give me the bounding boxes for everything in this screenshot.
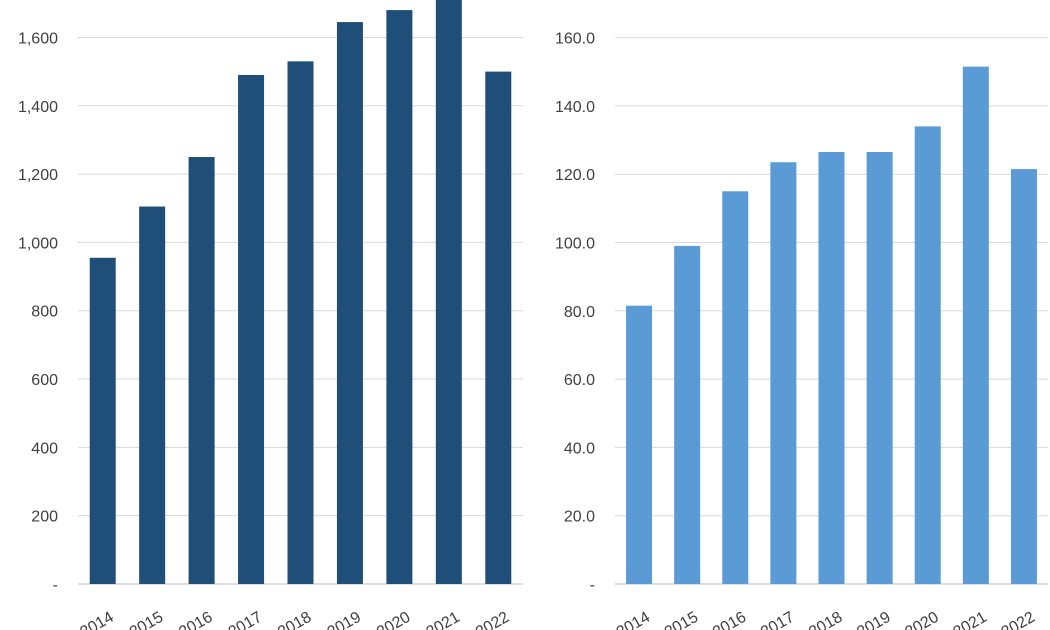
y-tick-label: - [53,577,58,594]
bar [287,61,314,585]
y-tick-label: 80.0 [564,304,595,321]
bar [336,22,363,585]
x-tick-label: 2019 [325,609,364,630]
x-tick-label: 2019 [854,609,893,630]
x-tick-label: 2017 [226,609,265,630]
y-tick-label: - [590,577,595,594]
y-tick-label: 1,400 [18,99,58,116]
y-tick-label: 100.0 [555,236,595,253]
x-tick-label: 2015 [127,609,166,630]
bar [435,0,462,584]
x-tick-label: 2022 [999,609,1038,630]
bar [89,257,116,584]
y-tick-label: 1,200 [18,167,58,184]
x-tick-label: 2020 [902,609,941,630]
bar [386,10,413,584]
x-tick-label: 2016 [710,609,749,630]
y-tick-label: 400 [31,440,58,457]
x-tick-label: 2018 [806,609,845,630]
bar [188,157,215,584]
bar [485,71,512,585]
y-tick-label: 1,000 [18,235,58,252]
bar [770,162,797,584]
x-tick-label: 2014 [614,609,653,630]
y-tick-label: 40.0 [564,440,595,457]
y-tick-label: 120.0 [555,167,595,184]
x-tick-label: 2017 [758,609,797,630]
y-tick-label: 20.0 [564,509,595,526]
x-tick-label: 2020 [374,609,413,630]
y-tick-label: 800 [31,304,58,321]
bar [914,126,941,584]
bar [866,152,893,584]
bar [674,245,701,585]
bar [626,305,653,584]
bar [722,191,749,584]
x-tick-label: 2022 [473,609,512,630]
y-tick-label: 1,600 [18,30,58,47]
x-tick-label: 2016 [176,609,215,630]
x-tick-label: 2021 [424,609,463,630]
bar [238,75,265,585]
y-tick-label: 200 [31,509,58,526]
x-tick-label: 2021 [951,609,990,630]
bar [962,66,989,584]
y-tick-label: 160.0 [555,31,595,48]
y-tick-label: 140.0 [555,99,595,116]
bar-chart-right: - 20.0 40.0 60.0 80.0 100.0 120.0 140.0 160.0 201… [555,31,1048,630]
bar [139,206,166,585]
y-tick-label: 60.0 [564,372,595,389]
x-tick-label: 2018 [275,609,314,630]
bar [818,152,845,584]
x-tick-label: 2014 [77,609,116,630]
bar-chart-left: - 200 400 600 800 1,000 1,200 1,400 1,600 2014 201… [18,0,523,630]
y-tick-label: 600 [31,372,58,389]
bar [1010,169,1037,584]
x-tick-label: 2015 [662,609,701,630]
